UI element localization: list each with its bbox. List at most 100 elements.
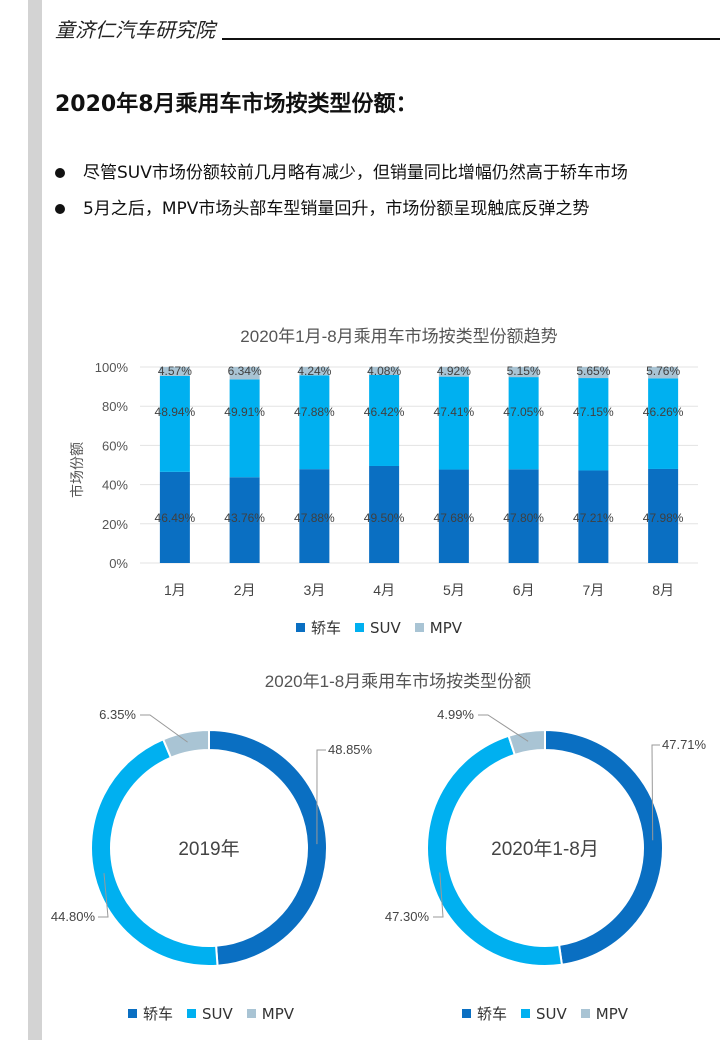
bar-segment <box>229 379 260 478</box>
bar-segment <box>229 477 260 563</box>
leader-line <box>651 744 660 841</box>
legend-swatch <box>128 1009 137 1018</box>
legend-swatch <box>187 1009 197 1018</box>
data-label: 49.91% <box>224 405 265 419</box>
bar-segment <box>299 469 330 563</box>
legend-item-mpv: MPV <box>246 1003 294 1024</box>
data-label: 5.76% <box>646 364 680 378</box>
bar-segment <box>508 469 539 563</box>
bar-segment <box>369 465 400 563</box>
legend-swatch <box>462 1009 471 1018</box>
legend-label: 轿车 <box>477 1005 508 1023</box>
data-label: 4.08% <box>367 364 401 378</box>
legend-swatch <box>355 623 365 632</box>
data-label: 48.94% <box>155 405 196 419</box>
bar-segment <box>648 367 679 379</box>
bar-segment <box>159 471 190 563</box>
data-label: 46.26% <box>643 405 684 419</box>
y-tick-label: 100% <box>95 360 129 375</box>
y-tick-label: 20% <box>102 517 128 532</box>
donut-center-label: 2019年 <box>178 838 239 860</box>
leader-line <box>316 749 326 845</box>
bullet-item: 尽管SUV市场份额较前几月略有减少，但销量同比增幅仍然高于轿车市场 <box>55 160 628 196</box>
legend-item-suv: SUV <box>521 1003 567 1024</box>
legend-item-sedan: 轿车 <box>128 1003 173 1024</box>
legend-label: SUV <box>202 1004 233 1023</box>
legend-swatch <box>414 623 424 632</box>
data-label: 4.92% <box>437 364 471 378</box>
y-tick-label: 60% <box>102 438 128 453</box>
bar-chart-legend: 轿车 SUV MPV <box>296 617 462 638</box>
stacked-bar-chart: 2020年1月-8月乘用车市场按类型份额趋势 市场份额 46.49% 43.76%… <box>69 327 698 598</box>
legend-swatch <box>580 1009 590 1018</box>
slice-label: 4.99% <box>437 707 474 722</box>
legend-swatch <box>246 1009 256 1018</box>
donut-slice <box>507 728 546 757</box>
y-tick-label: 0% <box>109 556 128 571</box>
x-tick-label: 6月 <box>513 582 535 598</box>
data-label: 6.34% <box>228 364 262 378</box>
legend-swatch <box>296 623 305 632</box>
leader-line <box>140 714 188 743</box>
data-label: 47.41% <box>434 405 475 419</box>
legend-label: 轿车 <box>311 619 342 637</box>
bar-segment <box>159 367 190 376</box>
donut-charts-title: 2020年1-8月乘用车市场按类型份额 <box>265 672 531 691</box>
data-label: 47.88% <box>294 405 335 419</box>
data-label: 47.88% <box>294 511 335 525</box>
data-label: 47.98% <box>643 511 684 525</box>
left-margin-bar <box>28 0 42 1040</box>
donut-center-label: 2020年1-8月 <box>491 838 599 860</box>
header-rule <box>222 38 720 40</box>
bullet-text: 尽管SUV市场份额较前几月略有减少，但销量同比增幅仍然高于轿车市场 <box>83 163 628 183</box>
x-tick-label: 1月 <box>164 582 186 598</box>
donut-charts: 2020年1-8月乘用车市场按类型份额 48.85% 44.80% 6.35% 201… <box>51 672 707 967</box>
legend-item-mpv: MPV <box>414 617 463 638</box>
x-tick-label: 2月 <box>234 582 256 598</box>
x-tick-label: 8月 <box>652 582 674 598</box>
legend-item-sedan: 轿车 <box>296 617 341 638</box>
x-tick-label: 4月 <box>373 582 395 598</box>
bar-segment <box>578 470 609 563</box>
legend-item-mpv: MPV <box>580 1003 629 1024</box>
bullet-dot-icon <box>55 204 65 214</box>
bar-chart-ylabel: 市场份额 <box>69 442 85 498</box>
legend-label: SUV <box>536 1004 567 1023</box>
bar-segment <box>159 375 190 472</box>
bullet-list: 尽管SUV市场份额较前几月略有减少，但销量同比增幅仍然高于轿车市场 5月之后，M… <box>55 160 628 232</box>
bullet-text: 5月之后，MPV市场头部车型销量回升，市场份额呈现触底反弹之势 <box>83 199 590 219</box>
legend-label: MPV <box>595 1004 629 1023</box>
data-label: 43.76% <box>224 511 265 525</box>
slice-label: 47.71% <box>662 737 707 752</box>
data-label: 4.24% <box>297 364 331 378</box>
header-organization: 童济仁汽车研究院 <box>55 18 215 42</box>
leader-line <box>98 873 109 918</box>
data-label: 46.49% <box>155 511 196 525</box>
data-label: 47.05% <box>503 405 544 419</box>
data-label: 47.68% <box>434 511 475 525</box>
legend-label: SUV <box>370 618 401 637</box>
legend-label: MPV <box>429 618 463 637</box>
bar-segment <box>578 378 609 471</box>
data-label: 47.21% <box>573 511 614 525</box>
data-label: 47.80% <box>503 511 544 525</box>
y-tick-label: 80% <box>102 399 128 414</box>
bar-segment <box>508 377 539 470</box>
bar-segment <box>369 367 400 375</box>
legend-label: 轿车 <box>143 1005 174 1023</box>
bullet-item: 5月之后，MPV市场头部车型销量回升，市场份额呈现触底反弹之势 <box>55 196 628 232</box>
bar-segment <box>438 366 469 377</box>
bar-segment <box>438 469 469 563</box>
slice-label: 6.35% <box>99 707 136 722</box>
legend-item-suv: SUV <box>187 1003 233 1024</box>
y-tick-label: 40% <box>102 478 128 493</box>
bar-segment <box>648 378 679 469</box>
legend-item-suv: SUV <box>355 617 401 638</box>
donut-legend-2020: 轿车 SUV MPV <box>462 1003 628 1024</box>
data-label: 46.42% <box>364 405 405 419</box>
bar-segment <box>299 367 330 376</box>
legend-item-sedan: 轿车 <box>462 1003 507 1024</box>
page-title: 2020年8月乘用车市场按类型份额： <box>55 92 418 117</box>
x-tick-label: 3月 <box>303 582 325 598</box>
data-label: 47.15% <box>573 405 614 419</box>
